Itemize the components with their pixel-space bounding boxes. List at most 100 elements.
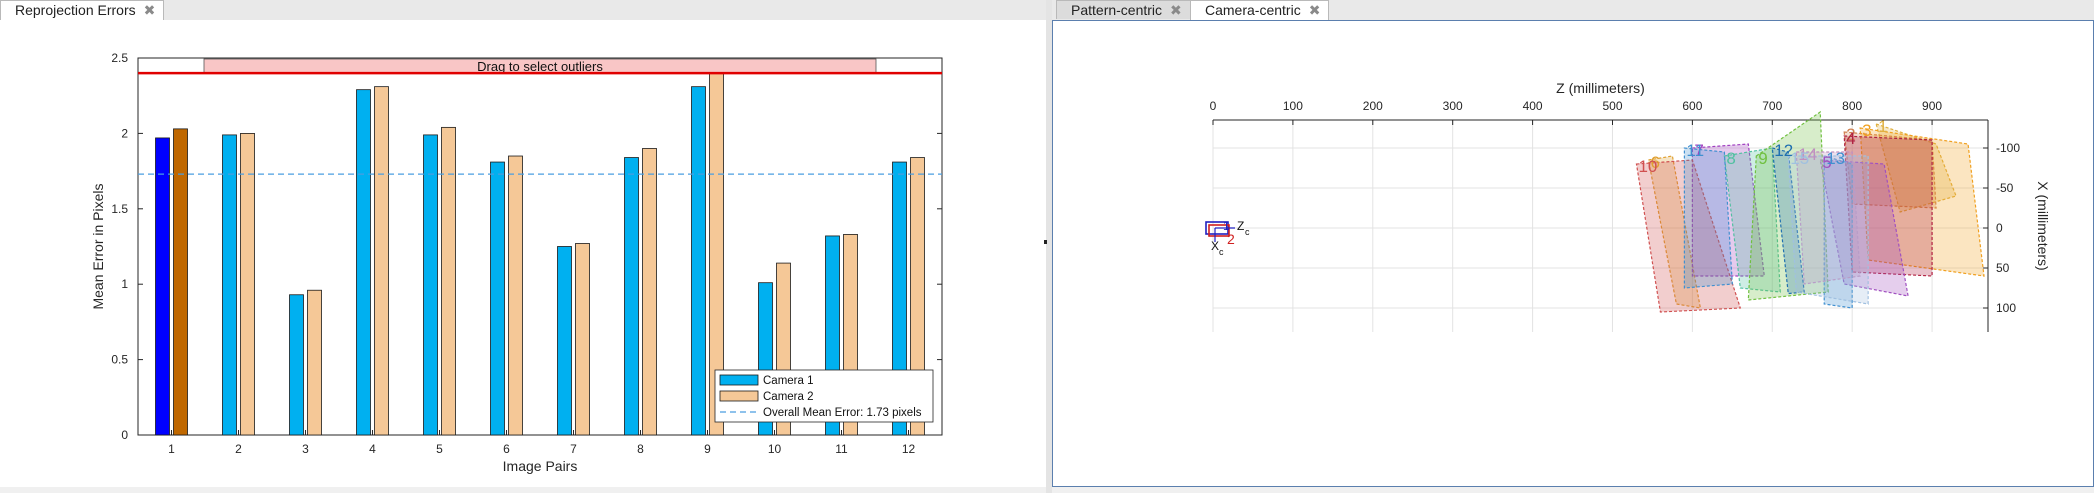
calibration-pattern[interactable] xyxy=(1843,135,1933,277)
pattern-label: 7 xyxy=(1694,141,1703,160)
pattern-label: 3 xyxy=(1862,121,1871,140)
tab-reprojection-errors[interactable]: Reprojection Errors ✖ xyxy=(0,0,165,21)
legend-label-camera-2: Camera 2 xyxy=(763,391,814,403)
y-tick-label: 2.5 xyxy=(111,51,128,65)
bar-camera-1[interactable] xyxy=(155,137,170,436)
calibration-pattern[interactable] xyxy=(1787,155,1869,305)
bar-camera-2[interactable] xyxy=(240,133,255,436)
pattern-label: 9 xyxy=(1758,149,1767,168)
calibration-pattern[interactable] xyxy=(1691,143,1765,277)
x-tick-label: 10 xyxy=(768,442,782,456)
bar-camera-1[interactable] xyxy=(557,246,572,436)
camera-axis-label: c xyxy=(1245,227,1250,237)
calibration-pattern[interactable] xyxy=(1771,147,1805,295)
camera-label: 2 xyxy=(1227,231,1235,247)
bar-camera-2[interactable] xyxy=(508,155,523,436)
legend-swatch-camera-2 xyxy=(719,390,759,402)
bar-camera-2[interactable] xyxy=(910,157,925,436)
calibration-pattern[interactable] xyxy=(1723,147,1781,293)
bar-camera-1[interactable] xyxy=(356,89,371,436)
calibration-pattern[interactable] xyxy=(1823,155,1853,309)
x-tick-label: 7 xyxy=(570,442,577,456)
z-tick-label: 600 xyxy=(1682,99,1702,113)
bar-camera-1[interactable] xyxy=(490,161,505,436)
calibration-pattern[interactable] xyxy=(1635,159,1742,313)
calibration-pattern[interactable] xyxy=(1875,123,1957,213)
x-tick-label: 4 xyxy=(369,442,376,456)
y-tick-label: 0.5 xyxy=(111,353,128,367)
x-axis-label: X (millimeters) xyxy=(2035,181,2051,270)
z-tick-label: 200 xyxy=(1363,99,1383,113)
x-tick-label: 6 xyxy=(503,442,510,456)
x-tick-label: 8 xyxy=(637,442,644,456)
y-tick-label: 0 xyxy=(121,428,128,442)
calibration-pattern[interactable] xyxy=(1683,147,1733,289)
pattern-label: 4 xyxy=(1846,129,1855,148)
legend-swatch-camera-1 xyxy=(719,374,759,386)
bar-camera-2[interactable] xyxy=(575,243,590,436)
camera-centric-plot[interactable]: 0 100 200 300 400 500 600 700 800 900 -100 -50 0 50 10… xyxy=(1053,21,2093,486)
camera-axis-label: Z xyxy=(1237,219,1244,233)
x-tick-label: -100 xyxy=(1996,141,2020,155)
calibration-pattern[interactable] xyxy=(1843,131,1937,209)
pattern-label: 1 xyxy=(1878,117,1887,136)
bar-camera-2[interactable] xyxy=(642,148,657,436)
x-tick-label: 11 xyxy=(835,442,848,456)
camera-axis-label: X xyxy=(1211,239,1219,253)
x-tick-label: 50 xyxy=(1996,261,2010,275)
x-tick-label: -50 xyxy=(1996,181,2014,195)
close-icon[interactable]: ✖ xyxy=(1308,2,1321,18)
y-tick-label: 1 xyxy=(121,277,128,291)
y-axis-label: Mean Error in Pixels xyxy=(90,183,106,309)
pattern-label: 12 xyxy=(1774,141,1793,160)
bar-camera-1[interactable] xyxy=(222,134,237,436)
calibration-pattern[interactable] xyxy=(1819,159,1909,297)
camera-label: 1 xyxy=(1223,219,1230,233)
bar-camera-1[interactable] xyxy=(289,294,304,436)
bar-camera-2[interactable] xyxy=(173,128,188,436)
camera-2-frustum[interactable] xyxy=(1208,224,1230,237)
right-tab-bar: Pattern-centric ✖ Camera-centric ✖ xyxy=(1052,0,2094,21)
z-tick-label: 0 xyxy=(1210,99,1217,113)
left-tab-bar: Reprojection Errors ✖ xyxy=(0,0,1046,21)
calibration-pattern[interactable] xyxy=(1795,151,1861,285)
bar-camera-1[interactable] xyxy=(892,161,907,436)
calibration-pattern[interactable] xyxy=(1747,110,1829,301)
close-icon[interactable]: ✖ xyxy=(1170,2,1182,18)
legend-label-mean: Overall Mean Error: 1.73 pixels xyxy=(763,407,922,419)
legend-label-camera-1: Camera 1 xyxy=(763,375,814,387)
z-tick-label: 500 xyxy=(1602,99,1622,113)
camera-centric-plot-area: 0 100 200 300 400 500 600 700 800 900 -100 -50 0 50 10… xyxy=(1052,20,2094,487)
pattern-label: 11 xyxy=(1686,141,1704,160)
tab-camera-centric[interactable]: Camera-centric ✖ xyxy=(1190,0,1330,21)
extrinsics-pane: Pattern-centric ✖ Camera-centric ✖ 0 100 200… xyxy=(1052,0,2094,493)
close-icon[interactable]: ✖ xyxy=(143,2,156,18)
x-tick-label: 3 xyxy=(302,442,309,456)
calibration-pattern[interactable] xyxy=(1647,155,1702,309)
drag-select-outliers-label: Drag to select outliers xyxy=(477,59,603,74)
bar-camera-1[interactable] xyxy=(423,134,438,436)
bar-camera-1[interactable] xyxy=(691,86,706,436)
pattern-label: 2 xyxy=(1846,125,1855,144)
bar-camera-2[interactable] xyxy=(441,126,456,436)
bar-camera-2[interactable] xyxy=(307,289,322,436)
pattern-label: 14 xyxy=(1798,145,1817,164)
bar-camera-2[interactable] xyxy=(374,86,389,436)
x-tick-label: 1 xyxy=(168,442,175,456)
bar-camera-1[interactable] xyxy=(624,157,639,436)
reprojection-errors-chart-area: 0 0.5 1 1.5 2 2.5 1 2 3 4 5 6 7 8 9 10 11 12 Drag to selec… xyxy=(0,20,1046,487)
reprojection-errors-pane: Reprojection Errors ✖ 0 0.5 1 1.5 2 2.5 1 2 3 4 5 6 7… xyxy=(0,0,1046,493)
y-tick-label: 2 xyxy=(121,126,128,140)
tab-pattern-centric[interactable]: Pattern-centric ✖ xyxy=(1056,0,1191,19)
panel-splitter[interactable] xyxy=(1046,0,1052,493)
tab-label: Reprojection Errors xyxy=(15,2,136,18)
calibration-pattern[interactable] xyxy=(1859,127,1985,277)
z-axis-label: Z (millimeters) xyxy=(1556,80,1645,96)
pattern-label: 13 xyxy=(1826,149,1845,168)
tab-label: Pattern-centric xyxy=(1071,2,1163,18)
x-tick-label: 0 xyxy=(1996,221,2003,235)
z-tick-label: 700 xyxy=(1762,99,1782,113)
pattern-label: 10 xyxy=(1638,157,1657,176)
z-tick-label: 100 xyxy=(1283,99,1303,113)
